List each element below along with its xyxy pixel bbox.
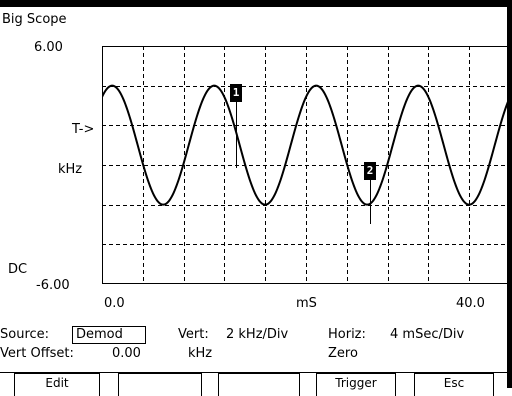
signal-trace — [102, 84, 510, 206]
scope-plot-svg — [102, 46, 510, 284]
horiz-label: Horiz: — [328, 327, 366, 342]
x-axis-left-label: 0.0 — [104, 296, 125, 311]
marker-1[interactable]: 1 — [230, 84, 242, 102]
softkey-3[interactable] — [218, 373, 300, 396]
x-axis-unit-label: mS — [296, 296, 317, 311]
source-field[interactable]: Demod — [72, 326, 146, 344]
vert-offset-unit: kHz — [188, 346, 213, 361]
softkey-esc[interactable]: Esc — [414, 373, 494, 396]
horiz-value[interactable]: 4 mSec/Div — [390, 327, 465, 342]
softkey-trigger[interactable]: Trigger — [316, 373, 396, 396]
coupling-label: DC — [8, 262, 28, 277]
title-bar-stripe — [0, 0, 512, 7]
zero-label[interactable]: Zero — [328, 346, 358, 361]
source-label: Source: — [0, 327, 50, 342]
vert-value[interactable]: 2 kHz/Div — [226, 327, 289, 342]
window-title: Big Scope — [2, 12, 67, 27]
softkey-edit[interactable]: Edit — [14, 373, 100, 396]
vert-offset-value[interactable]: 0.00 — [112, 346, 141, 361]
y-axis-top-label: 6.00 — [34, 40, 63, 55]
y-axis-bottom-label: -6.00 — [36, 278, 70, 293]
marker-1-stem — [236, 100, 237, 168]
trigger-level-label: T-> — [72, 122, 95, 137]
softkey-divider — [0, 372, 512, 373]
marker-2-stem — [370, 178, 371, 224]
vert-label: Vert: — [178, 327, 209, 342]
scope-plot-area[interactable] — [102, 46, 510, 284]
x-axis-right-label: 40.0 — [456, 296, 485, 311]
y-axis-unit-label: kHz — [58, 162, 83, 177]
title-bar: Big Scope — [0, 0, 512, 30]
vert-offset-label: Vert Offset: — [0, 346, 74, 361]
marker-2[interactable]: 2 — [364, 162, 376, 180]
softkey-2[interactable] — [118, 373, 202, 396]
